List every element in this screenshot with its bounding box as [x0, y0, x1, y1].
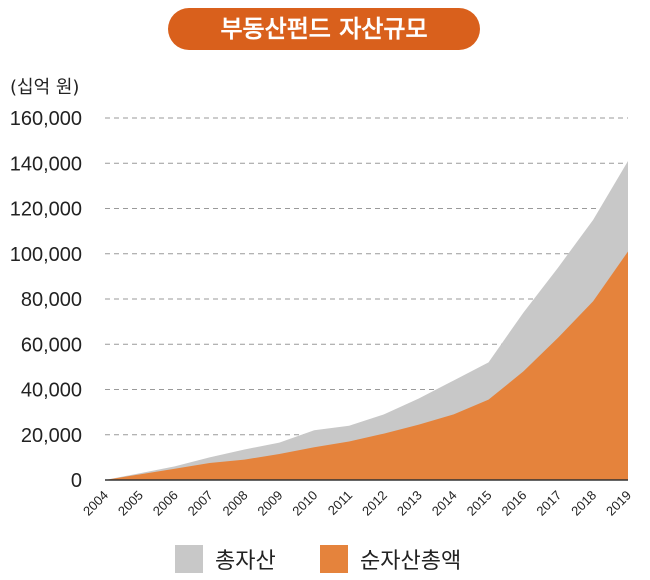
y-tick-label: 40,000 [21, 380, 82, 402]
y-tick-label: 160,000 [10, 108, 82, 130]
legend-label-total-assets: 총자산 [215, 549, 276, 574]
area-net-assets [105, 251, 628, 480]
x-tick-label: 2008 [220, 488, 251, 519]
x-tick-label: 2016 [498, 488, 529, 519]
x-tick-label: 2009 [254, 488, 285, 519]
x-tick-label: 2004 [80, 488, 111, 519]
y-tick-label: 60,000 [21, 334, 82, 356]
x-tick-label: 2006 [150, 488, 181, 519]
legend-item-total-assets: 총자산 [175, 543, 276, 575]
x-tick-label: 2005 [115, 488, 146, 519]
x-tick-label: 2013 [394, 488, 425, 519]
x-tick-label: 2019 [603, 488, 634, 519]
x-tick-label: 2015 [464, 488, 495, 519]
x-tick-label: 2018 [568, 488, 599, 519]
legend-item-net-assets: 순자산총액 [320, 543, 461, 575]
y-unit-label: (십억 원) [10, 77, 79, 98]
x-tick-label: 2007 [185, 488, 216, 519]
y-tick-label: 0 [71, 470, 82, 492]
x-tick-label: 2012 [359, 488, 390, 519]
chart-plot: (십억 원) 0 20,000 40,000 60,000 80,000 100,000 1… [10, 77, 634, 519]
y-tick-label: 120,000 [10, 199, 82, 221]
chart-title: 부동산펀드 자산규모 [168, 8, 480, 50]
legend-label-net-assets: 순자산총액 [360, 549, 462, 574]
x-tick-label: 2017 [533, 488, 564, 519]
legend-swatch-total-assets [175, 545, 203, 573]
x-tick-label: 2014 [429, 488, 460, 519]
legend-swatch-net-assets [320, 545, 348, 573]
x-tick-label: 2011 [325, 488, 355, 518]
y-tick-label: 140,000 [10, 153, 82, 175]
y-tick-label: 80,000 [21, 289, 82, 311]
x-tick-label: 2010 [289, 488, 320, 519]
y-tick-label: 20,000 [21, 425, 82, 447]
y-tick-label: 100,000 [10, 244, 82, 266]
